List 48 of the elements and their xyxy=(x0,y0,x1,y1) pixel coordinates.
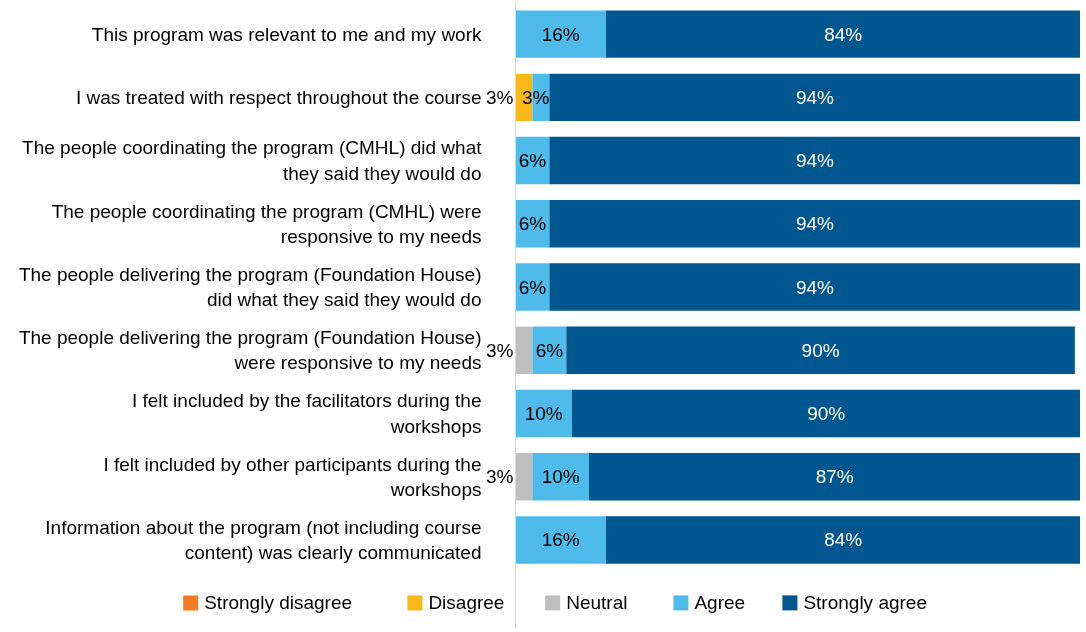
data-label: 16% xyxy=(541,23,580,45)
y-tick-label: The people coordinating the program (CMHL) did what they said they would do xyxy=(22,137,483,184)
data-label: 6% xyxy=(518,213,547,235)
data-label: 84% xyxy=(824,529,863,551)
legend-label: Neutral xyxy=(566,592,628,614)
data-label: 3% xyxy=(486,86,514,108)
bar xyxy=(515,516,606,564)
bar xyxy=(549,263,1080,311)
y-tick-label: The people delivering the program (Foundation House) were responsive to my needs xyxy=(18,327,482,374)
y-tick-label: The people coordinating the program (CMHL) were responsive to my needs xyxy=(51,200,482,247)
bar xyxy=(588,453,1080,501)
data-label: 10% xyxy=(541,466,580,488)
legend-label: Strongly agree xyxy=(803,592,927,614)
legend-label: Agree xyxy=(694,592,746,614)
y-tick-label: I felt included by the facilitators during the workshops xyxy=(131,390,482,437)
data-label: 94% xyxy=(795,86,835,108)
data-label: 90% xyxy=(801,339,840,361)
legend-label: Disagree xyxy=(428,592,505,614)
data-label: 90% xyxy=(807,403,846,425)
data-label: 94% xyxy=(795,150,835,172)
data-label: 6% xyxy=(535,339,564,361)
y-tick-label: The people delivering the program (Foundation House) did what they said they would do xyxy=(18,263,482,311)
bar xyxy=(515,326,533,374)
data-label: 87% xyxy=(815,466,854,488)
bar xyxy=(532,453,589,501)
data-label: 94% xyxy=(795,213,835,235)
bar xyxy=(515,453,533,501)
data-label: 16% xyxy=(541,529,580,551)
bar xyxy=(605,516,1080,564)
y-tick-label: I was treated with respect throughout the course xyxy=(75,86,482,108)
y-tick-label: I felt included by other participants during the workshops xyxy=(103,453,482,500)
y-tick-label: This program was relevant to me and my work xyxy=(91,23,482,45)
legend-label: Strongly disagree xyxy=(204,592,353,614)
data-label: 10% xyxy=(524,403,563,425)
data-label: 6% xyxy=(518,150,547,172)
data-label: 6% xyxy=(518,276,547,298)
bar xyxy=(515,10,606,58)
bar xyxy=(566,326,1075,374)
bar xyxy=(605,10,1080,58)
data-label: 94% xyxy=(795,276,835,298)
bar xyxy=(572,389,1080,438)
data-label: 3% xyxy=(486,466,514,488)
data-label: 3% xyxy=(486,339,514,361)
data-label: 84% xyxy=(824,23,863,45)
bar xyxy=(549,136,1080,185)
bar xyxy=(549,73,1080,122)
y-tick-label: Information about the program (not including course content) was clearly communicated xyxy=(45,516,482,564)
bar xyxy=(549,200,1080,248)
